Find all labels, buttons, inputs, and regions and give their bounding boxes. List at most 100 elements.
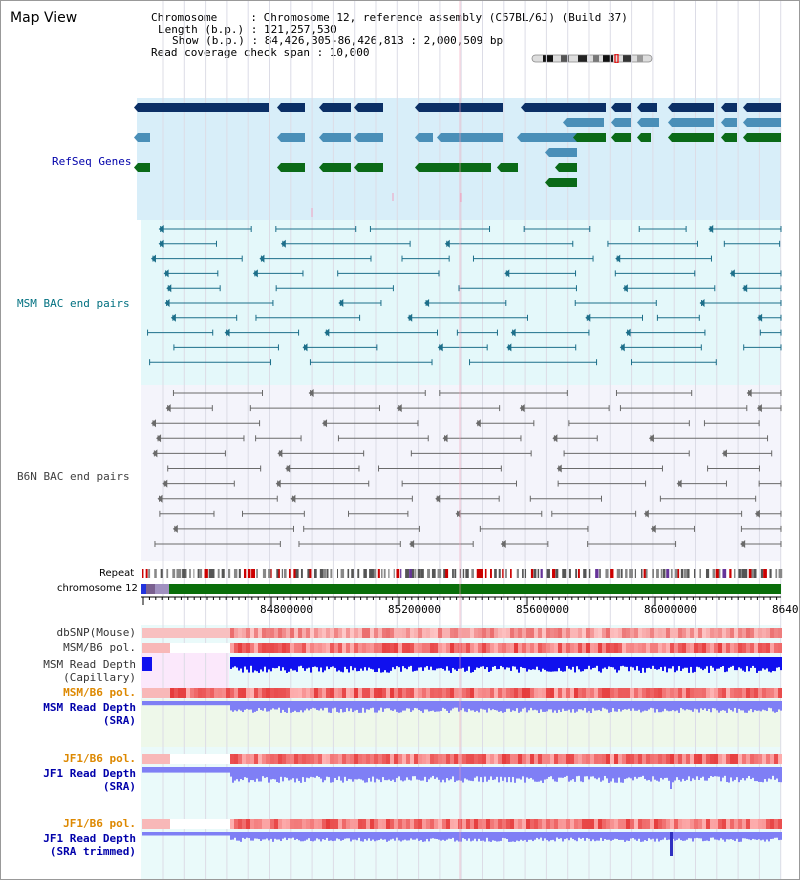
dbsnp-cell [158,628,162,638]
heatmap-cell [650,643,654,653]
b6n-bac-pair-arrow [409,540,415,548]
depth-bar [438,657,440,669]
depth-bar [770,832,772,839]
heatmap-cell [390,754,394,764]
depth-bar [456,657,458,671]
depth-bar [332,657,334,667]
depth-bar [170,767,172,773]
depth-bar [718,657,720,669]
heatmap-cell [334,643,338,653]
heatmap-cell [574,819,578,829]
depth-bar [504,767,506,778]
heatmap-cell [294,819,298,829]
msm-bac-label[interactable]: MSM BAC end pairs [17,297,130,310]
heatmap-cell [462,819,466,829]
refseq-genes-label[interactable]: RefSeq Genes [52,155,132,168]
gene-block [672,133,714,142]
depth-bar [502,657,504,668]
dbsnp-cell [298,628,302,638]
b6n-bac-label[interactable]: B6N BAC end pairs [17,470,130,483]
b6n-bac-pair-arrow [322,419,328,428]
heatmap-cell [410,754,414,764]
heatmap-cell [634,754,638,764]
heatmap-cell [502,754,506,764]
depth-bar [564,832,566,840]
heatmap-cell [714,819,718,829]
depth-bar [732,832,734,840]
heatmap-cell [498,688,502,698]
repeat-element [189,569,191,578]
heatmap-cell [342,688,346,698]
heatmap-cell [146,819,150,829]
heatmap-cell [142,643,146,653]
depth-bar [514,832,516,842]
dbsnp-cell [698,628,702,638]
depth-bar [304,767,306,782]
depth-bar [620,832,622,840]
depth-bar [190,767,192,773]
depth-bar [364,657,366,668]
depth-bar [538,832,540,840]
depth-bar [408,832,410,841]
heatmap-cell [298,688,302,698]
chromosome-ideogram[interactable] [531,54,653,63]
depth-bar [374,657,376,673]
depth-bar [362,767,364,781]
b6n-bac-pair-arrow [162,479,168,488]
heatmap-cell [338,643,342,653]
dbsnp-cell [342,628,346,638]
depth-bar [460,832,462,842]
heatmap-cell [290,688,294,698]
depth-bar [224,767,226,773]
depth-bar [616,657,618,673]
dbsnp-cell [754,628,758,638]
depth-bar [588,767,590,780]
heatmap-cell [434,643,438,653]
gene-arrow [563,118,567,127]
depth-bar [712,832,714,838]
depth-bar [360,657,362,669]
depth-bar [764,657,766,670]
heatmap-cell [302,688,306,698]
depth-bar [684,767,686,781]
dbsnp-cell [146,628,150,638]
gene-block [521,133,577,142]
depth-bar [566,832,568,839]
depth-bar [460,767,462,781]
depth-bar [694,767,696,780]
depth-bar [658,832,660,842]
heatmap-cell [362,819,366,829]
depth-bar [640,701,642,713]
heatmap-cell [486,688,490,698]
depth-bar [538,701,540,713]
heatmap-cell [302,819,306,829]
depth-bar [344,832,346,839]
depth-bar [416,701,418,709]
heatmap-cell [414,688,418,698]
depth-bar [534,657,536,670]
heatmap-cell [282,754,286,764]
heatmap-cell [278,688,282,698]
jf1-b6-pol-trim-label: JF1/B6 pol. [63,817,136,830]
depth-bar [172,832,174,836]
gene-block [725,103,737,112]
depth-bar [636,701,638,711]
depth-bar [604,657,606,668]
heatmap-cell [634,643,638,653]
heatmap-cell [598,754,602,764]
depth-bar [612,767,614,779]
depth-bar [688,657,690,673]
dbsnp-cell [778,628,782,638]
depth-bar [292,701,294,712]
dbsnp-cell [170,628,174,638]
depth-bar [294,832,296,840]
depth-bar [340,832,342,841]
depth-bar [296,701,298,713]
heatmap-cell [410,688,414,698]
dbsnp-cell [706,628,710,638]
heatmap-cell [690,643,694,653]
dbsnp-cell [438,628,442,638]
depth-bar [228,701,230,706]
depth-bar [692,767,694,779]
